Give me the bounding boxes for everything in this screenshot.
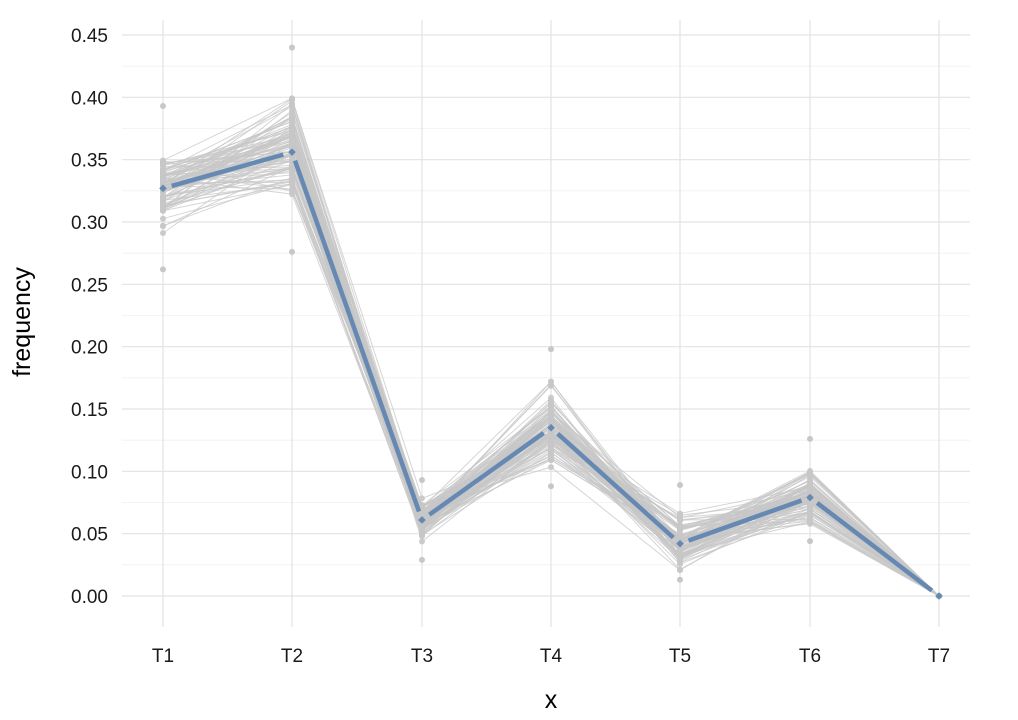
replicate-point [807, 486, 813, 493]
y-tick-label: 0.10 [71, 462, 108, 483]
replicate-point [289, 102, 295, 109]
y-tick-label: 0.25 [71, 275, 108, 296]
grid [122, 20, 970, 627]
replicate-point [677, 561, 683, 568]
replicate-point [548, 456, 554, 463]
mean-point [288, 148, 296, 156]
mean-line-segment [687, 498, 803, 543]
y-axis-title: frequency [8, 267, 36, 377]
replicate-point [289, 118, 295, 125]
x-tick-label: T7 [928, 646, 950, 667]
replicate-point [160, 189, 166, 196]
replicate-point [160, 157, 166, 164]
replicate-point [160, 193, 166, 200]
replicate-point [419, 532, 425, 539]
replicate-point [419, 512, 425, 519]
replicate-point-min [548, 483, 554, 490]
x-tick-label: T1 [152, 646, 174, 667]
replicate-point [160, 230, 166, 237]
replicate-point [160, 171, 166, 178]
replicate-point [807, 503, 813, 510]
replicate-point [160, 205, 166, 212]
replicate-point [289, 188, 295, 195]
x-tick-label: T5 [669, 646, 691, 667]
replicate-point-max [548, 346, 554, 353]
y-tick-label: 0.20 [71, 338, 108, 359]
replicate-point [548, 448, 554, 455]
replicate-point [677, 548, 683, 555]
replicate-point [548, 381, 554, 388]
mean-line-segment [428, 431, 545, 517]
replicate-point [289, 107, 295, 114]
replicate-point-min [419, 556, 425, 563]
mean-series [159, 148, 943, 600]
replicate-point [289, 174, 295, 181]
y-tick-label: 0.35 [71, 151, 108, 172]
replicate-point-min [677, 576, 683, 583]
y-tick-label: 0.05 [71, 525, 108, 546]
y-tick-label: 0.45 [71, 26, 108, 47]
replicate-point-max [289, 44, 295, 51]
replicate-point-max [160, 103, 166, 110]
mean-point [418, 516, 426, 524]
replicate-point [548, 440, 554, 447]
replicate-point [289, 133, 295, 140]
replicate-point [289, 142, 295, 149]
replicate-point [548, 415, 554, 422]
mean-line-segment [556, 432, 675, 540]
replicate-point-min [160, 266, 166, 273]
replicate-point-max [807, 435, 813, 442]
replicate-point [419, 495, 425, 502]
replicate-point [289, 113, 295, 120]
replicate-point [160, 179, 166, 186]
mean-line-segment [171, 152, 284, 189]
replicate-point [548, 429, 554, 436]
replicate-point [289, 180, 295, 187]
x-tick-label: T2 [281, 646, 303, 667]
replicate-point [289, 95, 295, 102]
y-tick-label: 0.00 [71, 587, 108, 608]
replicate-point [807, 517, 813, 524]
replicate-point [419, 538, 425, 545]
replicate-point [677, 512, 683, 519]
mean-point [806, 493, 814, 502]
replicate-point [677, 566, 683, 573]
x-axis-title: x [545, 686, 558, 714]
y-tick-label: 0.30 [71, 213, 108, 234]
replicate-point [289, 127, 295, 134]
replicate-point [160, 199, 166, 206]
mean-point [676, 539, 684, 548]
replicate-point [160, 215, 166, 222]
replicate-point [807, 510, 813, 517]
y-tick-label: 0.15 [71, 400, 108, 421]
y-tick-label: 0.40 [71, 88, 108, 109]
replicate-point [160, 222, 166, 229]
replicate-point [548, 402, 554, 409]
x-tick-label: T4 [540, 646, 563, 667]
replicate-point-min [807, 538, 813, 545]
mean-line-segment [292, 159, 422, 513]
x-axis: T1 T2 T3 T4 T5 T6 T7 [152, 646, 950, 667]
x-tick-label: T3 [411, 646, 433, 667]
replicate-point [419, 527, 425, 534]
mean-point [547, 423, 555, 432]
replicate-point [548, 409, 554, 416]
replicate-point [548, 464, 554, 471]
mean-point [935, 592, 943, 600]
replicate-point-max [677, 482, 683, 489]
replicate-point-max [419, 477, 425, 484]
replicate-point [677, 516, 683, 523]
mean-point [159, 184, 167, 193]
replicate-point [677, 556, 683, 563]
y-axis: 0.00 0.05 0.10 0.15 0.20 0.25 0.30 0.35 0.40 0.45 [71, 26, 108, 608]
mean-line-segment [815, 501, 934, 593]
x-tick-label: T6 [799, 646, 821, 667]
replicate-point-min [289, 248, 295, 255]
replicate-point [677, 524, 683, 531]
replicate-point [807, 471, 813, 478]
replicate-point [289, 165, 295, 172]
